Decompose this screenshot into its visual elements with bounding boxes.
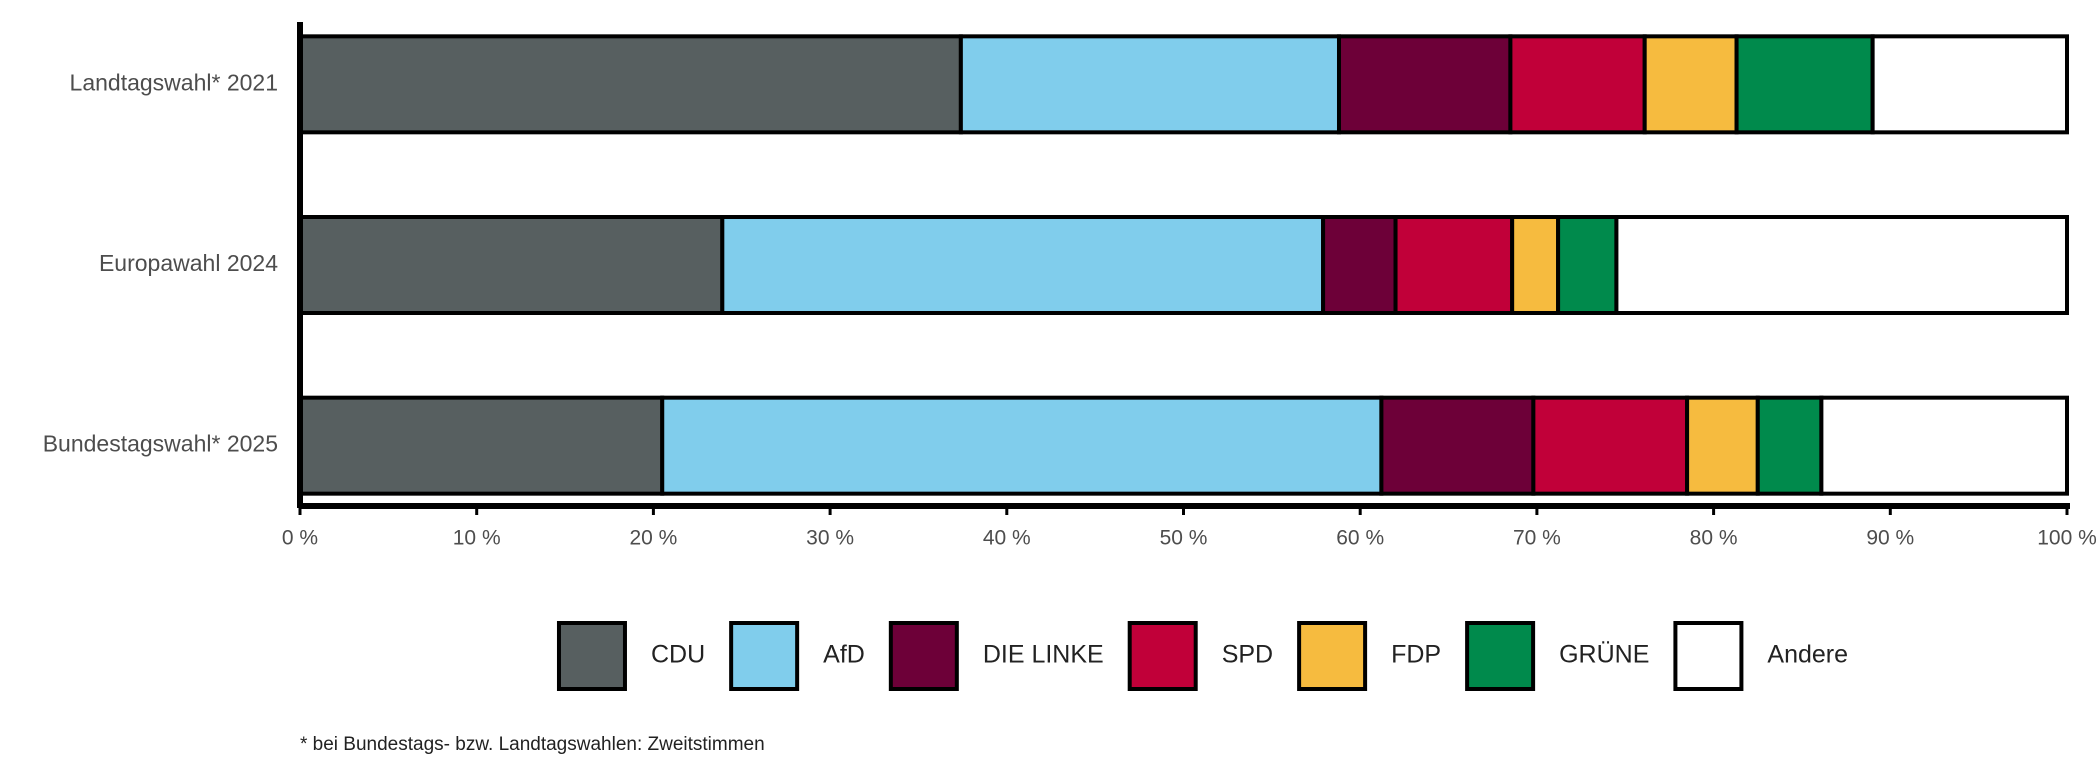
x-tick-label: 30 % — [806, 527, 854, 550]
bar-segment — [298, 34, 963, 135]
x-tick-label: 40 % — [983, 527, 1031, 550]
legend-swatch — [556, 621, 627, 691]
bar-segment — [660, 395, 1384, 496]
bar-segment — [1819, 395, 2069, 496]
bar-segment — [1614, 215, 2070, 315]
bar-segment — [1393, 215, 1515, 315]
x-tick-label: 0 % — [282, 527, 318, 550]
y-tick-label: Europawahl 2024 — [99, 250, 278, 276]
bar-segment — [1531, 395, 1690, 496]
bar-segment — [1870, 34, 2069, 135]
bar-segment — [1734, 34, 1875, 135]
bar-segment — [1685, 395, 1760, 496]
legend-label: FDP — [1391, 641, 1441, 669]
bar-segment — [1336, 34, 1513, 135]
bar-segment — [1755, 395, 1824, 496]
x-tick-label: 100 % — [2037, 527, 2097, 550]
legend-swatch — [1297, 621, 1368, 691]
legend-label: AfD — [823, 641, 865, 669]
x-tick-label: 90 % — [1866, 527, 1914, 550]
legend-swatch — [1465, 621, 1536, 691]
legend-swatch — [1127, 621, 1198, 691]
bar-segment — [958, 34, 1341, 135]
legend-label: CDU — [651, 641, 705, 669]
legend-label: DIE LINKE — [983, 641, 1104, 669]
legend-swatch — [1673, 621, 1744, 691]
x-tick-label: 20 % — [629, 527, 677, 550]
legend-label: GRÜNE — [1559, 641, 1649, 669]
bar-segment — [1556, 215, 1619, 315]
bar-segment — [298, 395, 665, 496]
bar-segment — [1321, 215, 1398, 315]
legend-swatch — [729, 621, 800, 691]
x-tick-label: 50 % — [1160, 527, 1208, 550]
legend-label: SPD — [1222, 641, 1273, 669]
footnote: * bei Bundestags- bzw. Landtagswahlen: Z… — [300, 734, 765, 755]
bar-segment — [298, 215, 725, 315]
bar-segment — [1642, 34, 1739, 135]
bar-segment — [1510, 215, 1561, 315]
bar-segment — [1379, 395, 1536, 496]
y-tick-label: Landtagswahl* 2021 — [70, 69, 278, 95]
x-tick-label: 10 % — [453, 527, 501, 550]
bar-segment — [720, 215, 1326, 315]
legend-swatch — [888, 621, 959, 691]
x-tick-label: 70 % — [1513, 527, 1561, 550]
bar-segment — [1508, 34, 1647, 135]
y-tick-label: Bundestagswahl* 2025 — [43, 431, 278, 457]
legend-label: Andere — [1767, 641, 1848, 669]
x-tick-label: 60 % — [1336, 527, 1384, 550]
x-tick-label: 80 % — [1690, 527, 1738, 550]
